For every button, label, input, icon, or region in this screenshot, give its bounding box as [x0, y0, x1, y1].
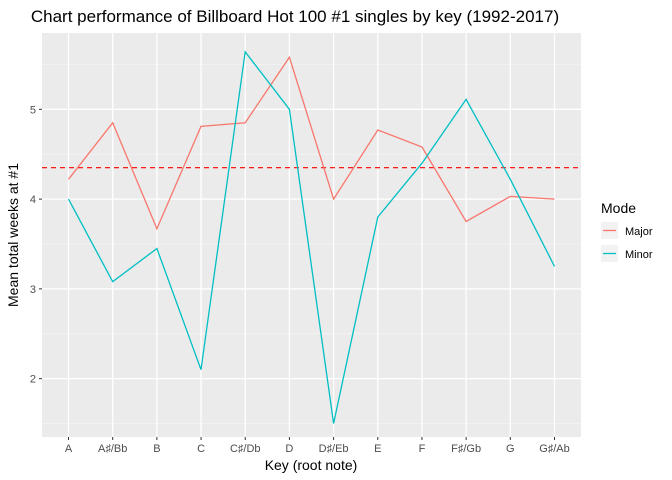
x-tick-label: G	[506, 443, 515, 455]
x-tick-label: E	[374, 443, 381, 455]
x-tick-label: F	[419, 443, 426, 455]
series-line-major	[67, 55, 555, 231]
x-tick-label: A♯/Bb	[98, 443, 127, 455]
y-tick-label: 3	[30, 284, 36, 296]
x-tick-label: C♯/Db	[230, 443, 261, 455]
y-tick-label: 2	[30, 374, 36, 386]
x-tick-label: F♯/Gb	[451, 443, 481, 455]
x-tick-label: A	[65, 443, 73, 455]
x-tick-label: C	[197, 443, 205, 455]
series-line-minor	[67, 50, 556, 424]
plot-panel	[42, 33, 581, 437]
chart-title: Chart performance of Billboard Hot 100 #…	[31, 7, 559, 26]
series-layer	[67, 50, 556, 424]
x-tick-label: G♯/Ab	[539, 443, 570, 455]
y-axis-title: Mean total weeks at #1	[5, 163, 21, 307]
legend-label-major: Major	[625, 226, 653, 238]
x-axis: A A♯/Bb B C C♯/Db D D♯/Eb E F F♯/Gb G G♯/Ab	[65, 437, 570, 455]
y-tick-label: 5	[30, 104, 36, 116]
legend-title: Mode	[601, 200, 636, 216]
y-tick-label: 4	[30, 194, 36, 206]
x-tick-label: D♯/Eb	[319, 443, 349, 455]
x-tick-label: D	[285, 443, 293, 455]
x-tick-label: B	[153, 443, 160, 455]
legend-label-minor: Minor	[625, 249, 653, 261]
grid-minor	[42, 64, 581, 424]
y-axis: 2 3 4 5	[30, 104, 42, 386]
x-axis-title: Key (root note)	[265, 457, 358, 473]
legend: Mode Major Minor	[601, 200, 653, 262]
